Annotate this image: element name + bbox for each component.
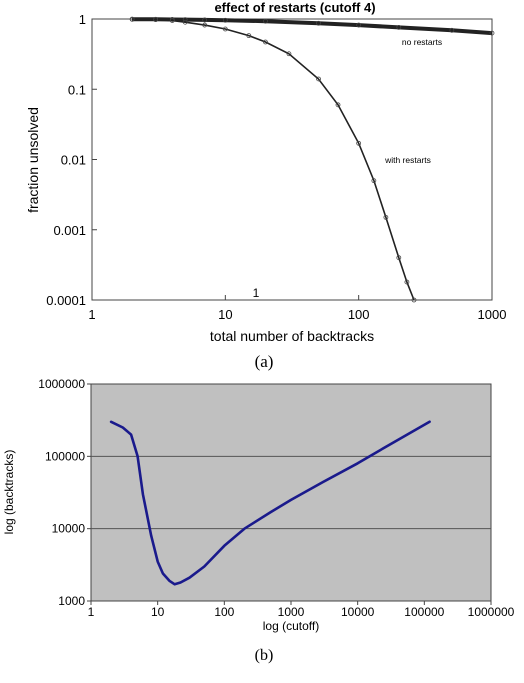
chart-a-y-tick-label: 0.01 bbox=[61, 153, 86, 168]
chart-a-marks bbox=[129, 16, 495, 303]
chart-a-point bbox=[202, 17, 208, 23]
chart-a-y-tick-label: 1 bbox=[79, 12, 86, 27]
chart-a-y-ticks: 1 0.1 0.01 0.001 0.0001 bbox=[46, 12, 97, 308]
chart-a-x-tick-label: 1000 bbox=[478, 307, 507, 322]
chart-a-xlabel: total number of backtracks bbox=[210, 328, 374, 344]
chart-a-point bbox=[335, 102, 341, 108]
chart-a-annotation-one: 1 bbox=[253, 286, 260, 300]
chart-a-y-tick-label: 0.0001 bbox=[46, 293, 86, 308]
chart-a-point bbox=[371, 178, 377, 184]
chart-a-x-tick-label: 100 bbox=[348, 307, 370, 322]
chart-a-point bbox=[316, 76, 321, 82]
chart-b-y-tick-label: 1000000 bbox=[38, 377, 85, 391]
chart-a-point bbox=[263, 39, 268, 45]
chart-a-point bbox=[449, 27, 455, 33]
chart-b-y-tick-label: 100000 bbox=[45, 449, 85, 463]
chart-b-caption: (b) bbox=[255, 647, 274, 664]
chart-a-x-ticks: 1 10 100 1000 bbox=[88, 295, 506, 322]
chart-b-gridlines bbox=[91, 455, 491, 530]
chart-b-x-tick-label: 100000 bbox=[404, 605, 444, 619]
chart-a-point bbox=[129, 16, 135, 22]
chart-a-y-tick-label: 0.1 bbox=[68, 82, 86, 97]
chart-a-point bbox=[489, 30, 495, 36]
chart-b-y-ticks: 1000000 100000 10000 1000 bbox=[38, 377, 91, 608]
chart-a-point bbox=[153, 17, 159, 23]
chart-a: effect of restarts (cutoff 4) 1 0.1 0.01 0.… bbox=[25, 0, 506, 371]
chart-a-point bbox=[246, 33, 252, 39]
chart-b-plot-area bbox=[90, 383, 492, 602]
chart-a-annotation-with-restarts: with restarts bbox=[384, 155, 431, 165]
chart-a-point bbox=[286, 51, 292, 57]
chart-a-point bbox=[182, 19, 188, 25]
chart-a-point bbox=[169, 18, 175, 23]
chart-a-point bbox=[222, 26, 228, 32]
chart-b-x-tick-label: 1000000 bbox=[468, 605, 515, 619]
chart-a-point bbox=[383, 214, 389, 220]
chart-a-point bbox=[356, 22, 362, 28]
chart-a-series-line bbox=[132, 17, 493, 36]
chart-b-marks bbox=[109, 420, 431, 586]
chart-b-x-tick-label: 10 bbox=[151, 605, 165, 619]
chart-a-point bbox=[356, 140, 362, 146]
chart-a-point bbox=[316, 20, 321, 26]
chart-a-point bbox=[396, 255, 402, 261]
chart-a-point bbox=[202, 22, 208, 28]
chart-a-x-tick-label: 10 bbox=[218, 307, 232, 322]
chart-a-ylabel: fraction unsolved bbox=[25, 107, 41, 213]
chart-b-xlabel: log (cutoff) bbox=[263, 619, 319, 633]
chart-a-point bbox=[263, 18, 268, 24]
chart-a-x-tick-label: 1 bbox=[88, 307, 95, 322]
chart-a-title: effect of restarts (cutoff 4) bbox=[214, 0, 375, 15]
chart-a-point bbox=[396, 24, 402, 30]
chart-b-x-tick-label: 1 bbox=[88, 605, 95, 619]
chart-b-x-ticks: 1 10 100 1000 10000 100000 1000000 bbox=[88, 601, 515, 619]
chart-b-x-tick-label: 10000 bbox=[341, 605, 375, 619]
chart-a-series-line bbox=[132, 18, 415, 301]
chart-b-x-tick-label: 100 bbox=[214, 605, 234, 619]
chart-a-point bbox=[222, 17, 228, 23]
chart-a-series-no-restarts bbox=[129, 16, 495, 36]
chart-a-point bbox=[404, 279, 410, 285]
chart-a-caption: (a) bbox=[255, 352, 274, 371]
chart-a-series-with-restarts bbox=[129, 16, 417, 303]
chart-b-ylabel: log (backtracks) bbox=[2, 450, 16, 535]
chart-b-y-tick-label: 1000 bbox=[58, 594, 85, 608]
chart-b-y-tick-label: 10000 bbox=[52, 522, 86, 536]
chart-b-x-tick-label: 1000 bbox=[278, 605, 305, 619]
chart-a-annotation-no-restarts: no restarts bbox=[402, 37, 442, 47]
chart-a-plot-area bbox=[91, 18, 493, 301]
chart-b-series-line bbox=[109, 420, 431, 586]
chart-a-y-tick-label: 0.001 bbox=[53, 223, 86, 238]
chart-a-point bbox=[411, 297, 417, 303]
